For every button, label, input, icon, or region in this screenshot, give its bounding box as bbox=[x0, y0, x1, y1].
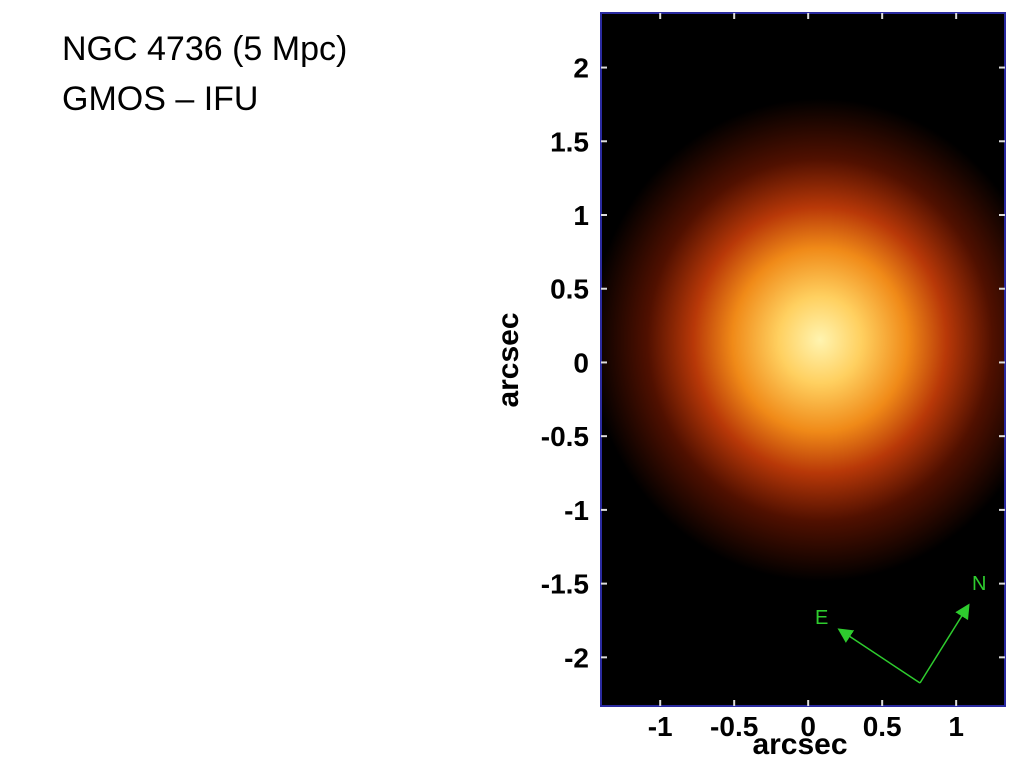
x-tick-label: -0.5 bbox=[710, 711, 758, 742]
y-tick-label: -2 bbox=[564, 642, 589, 673]
x-tick-label: -1 bbox=[648, 711, 673, 742]
east-label: E bbox=[815, 607, 828, 629]
y-tick-label: 1 bbox=[573, 200, 589, 231]
y-tick-label: 1.5 bbox=[550, 126, 589, 157]
y-tick-label: -1.5 bbox=[541, 569, 589, 600]
intensity-map bbox=[601, 13, 1005, 706]
title-line: NGC 4736 (5 Mpc) bbox=[62, 30, 347, 68]
y-tick-label: 0 bbox=[573, 347, 589, 378]
x-tick-label: 1 bbox=[948, 711, 964, 742]
north-label: N bbox=[972, 573, 986, 595]
east-arrow bbox=[837, 628, 921, 684]
y-tick-label: -1 bbox=[564, 495, 589, 526]
plot-frame bbox=[600, 12, 1006, 707]
y-tick-label: -0.5 bbox=[541, 421, 589, 452]
y-tick-label: 2 bbox=[573, 53, 589, 84]
title-line: GMOS – IFU bbox=[62, 80, 258, 118]
compass: N E bbox=[815, 573, 986, 684]
y-tick-label: 0.5 bbox=[550, 274, 589, 305]
x-tick-label: 0 bbox=[800, 711, 816, 742]
y-axis-label: arcsec bbox=[492, 312, 525, 407]
x-tick-label: 0.5 bbox=[863, 711, 902, 742]
north-arrow bbox=[919, 603, 970, 684]
x-axis-label: arcsec bbox=[752, 728, 847, 761]
